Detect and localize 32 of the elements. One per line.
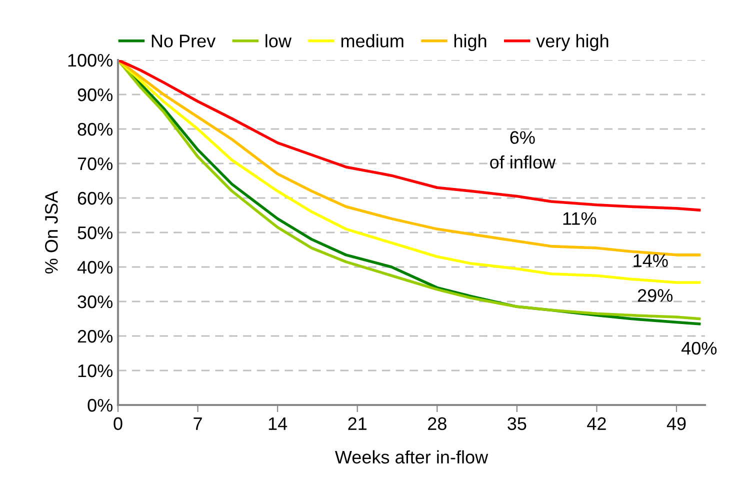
legend-label: medium	[341, 34, 404, 48]
x-tick-label: 35	[508, 417, 526, 430]
y-tick-label: 20%	[78, 330, 112, 343]
y-axis-title: % On JSA	[45, 190, 58, 274]
legend-label: No Prev	[152, 34, 216, 48]
y-tick-label: 50%	[78, 226, 112, 240]
y-tick-label: 70%	[78, 157, 112, 170]
legend-label: high	[454, 34, 486, 51]
x-tick-label: 7	[194, 417, 202, 430]
y-tick-label: 0%	[88, 398, 112, 412]
x-axis-title: Weeks after in-flow	[334, 450, 488, 464]
x-tick-label: 21	[348, 417, 367, 430]
y-tick-label: 90%	[78, 88, 112, 102]
annotation: 14%	[634, 254, 668, 267]
annotation: 6% of inflow	[490, 131, 556, 169]
y-tick-label: 40%	[77, 260, 112, 274]
x-tick-label: 28	[428, 417, 446, 430]
y-tick-label: 100%	[68, 54, 112, 67]
y-tick-label: 10%	[78, 364, 112, 378]
line-series	[118, 60, 701, 212]
x-tick-label: 0	[114, 417, 122, 430]
annotation: 40%	[681, 342, 717, 355]
annotation: 11%	[563, 212, 596, 225]
x-tick-label: 14	[268, 417, 288, 430]
x-tick-label: 49	[666, 417, 686, 430]
legend-label: low	[266, 34, 292, 48]
y-tick-label: 60%	[78, 192, 112, 205]
annotation: 29%	[638, 289, 673, 302]
legend-label: very high	[536, 34, 608, 51]
y-tick-label: 30%	[78, 295, 112, 308]
y-tick-label: 80%	[78, 122, 112, 136]
x-tick-label: 42	[587, 417, 606, 430]
